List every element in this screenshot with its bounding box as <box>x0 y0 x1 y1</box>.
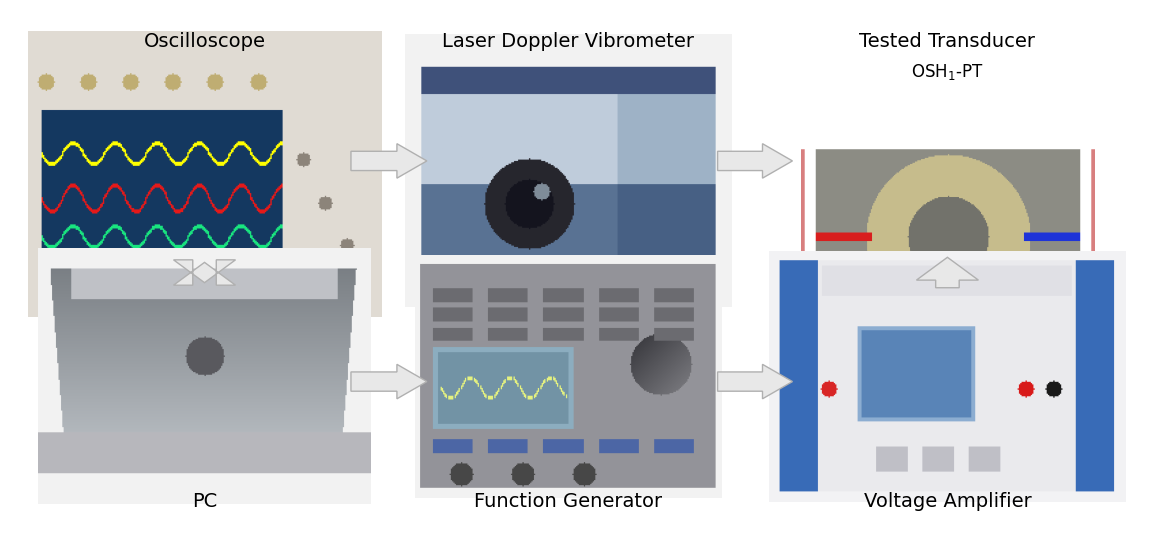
Text: Laser Doppler Vibrometer: Laser Doppler Vibrometer <box>442 32 694 51</box>
Polygon shape <box>916 257 979 288</box>
Text: PC: PC <box>192 492 217 511</box>
Text: Function Generator: Function Generator <box>474 492 662 511</box>
Text: OSH$_1$-PT: OSH$_1$-PT <box>912 62 983 82</box>
Polygon shape <box>351 144 427 178</box>
Polygon shape <box>173 260 235 285</box>
Text: Tested Transducer: Tested Transducer <box>860 32 1035 51</box>
Polygon shape <box>351 364 427 399</box>
Polygon shape <box>718 364 793 399</box>
Text: Voltage Amplifier: Voltage Amplifier <box>863 492 1032 511</box>
Polygon shape <box>718 144 793 178</box>
Text: Oscilloscope: Oscilloscope <box>143 32 265 51</box>
